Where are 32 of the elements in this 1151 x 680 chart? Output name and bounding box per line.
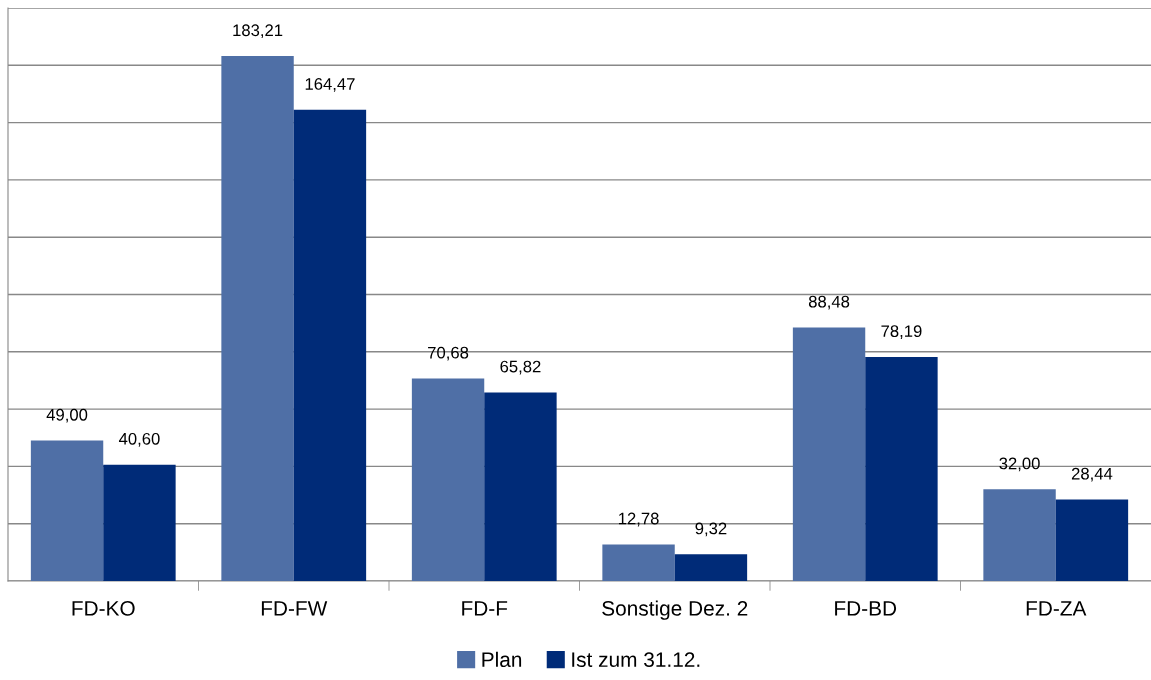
data-label: 49,00: [46, 408, 88, 423]
data-label: 9,32: [695, 522, 727, 537]
data-label: 28,44: [1071, 467, 1113, 482]
x-tick-label: FD-FW: [261, 601, 328, 616]
x-tick-label: Sonstige Dez. 2: [602, 600, 748, 620]
data-label: 183,21: [233, 24, 283, 39]
bar: [983, 489, 1056, 581]
bar: [865, 356, 938, 581]
x-tick-label: FD-BD: [835, 601, 897, 616]
x-tick-label: FD-F: [462, 601, 508, 616]
data-label: 88,48: [808, 295, 850, 310]
data-label: 70,68: [428, 346, 469, 361]
bar: [602, 544, 675, 581]
bar: [1055, 499, 1129, 581]
data-label: 12,78: [618, 512, 659, 527]
bar: [674, 554, 748, 581]
bar: [103, 464, 176, 581]
bar: [30, 440, 104, 581]
bar: [293, 109, 367, 581]
bar: [411, 378, 485, 581]
legend-label: Plan: [482, 651, 522, 667]
data-label: 65,82: [500, 360, 541, 375]
data-label: 40,60: [118, 432, 160, 447]
x-tick-label: FD-KO: [72, 600, 135, 616]
bar: [221, 56, 294, 581]
data-label: 78,19: [881, 325, 922, 339]
bar: [792, 327, 866, 581]
data-label: 32,00: [999, 457, 1040, 472]
x-tick-label: FD-ZA: [1026, 601, 1087, 616]
bar: [484, 392, 557, 581]
data-label: 164,47: [305, 78, 355, 92]
legend-label: Ist zum 31.12.: [572, 652, 700, 667]
